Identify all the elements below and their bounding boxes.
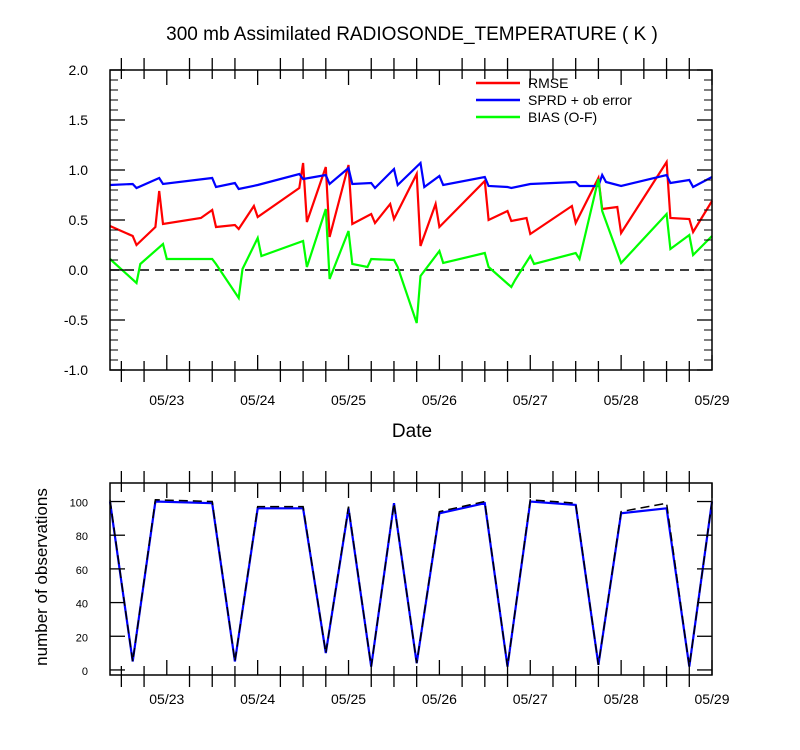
y-tick-label: 2.0 xyxy=(69,62,89,78)
x-tick-label: 05/26 xyxy=(422,392,457,408)
x-tick-label: 05/28 xyxy=(604,691,639,707)
bottom-plot-frame xyxy=(109,482,713,676)
top-x-tick-labels: 05/23 05/24 05/25 05/26 05/27 05/28 05/29 xyxy=(149,392,729,408)
series-line-1 xyxy=(109,160,713,191)
top-tick-marks xyxy=(110,58,713,382)
bottom-y-tick-labels: 0 20 40 60 80 100 xyxy=(70,498,88,678)
top-plot-frame xyxy=(109,69,713,371)
y-tick-label: 0 xyxy=(82,666,88,678)
y-tick-label: 60 xyxy=(76,565,88,577)
chart-title: 300 mb Assimilated RADIOSONDE_TEMPERATUR… xyxy=(166,24,658,45)
x-tick-label: 05/24 xyxy=(240,691,275,707)
series-line-0 xyxy=(109,158,713,247)
x-tick-label: 05/29 xyxy=(694,392,729,408)
x-axis-label: Date xyxy=(392,421,432,442)
bottom-series-group xyxy=(108,498,714,667)
bottom-y-axis-label: number of observations xyxy=(32,488,51,666)
x-tick-label: 05/25 xyxy=(331,392,366,408)
y-tick-label: 20 xyxy=(76,632,88,644)
top-y-tick-labels: 2.0 1.5 1.0 0.5 0.0 -0.5 -1.0 xyxy=(64,62,88,378)
x-tick-label: 05/29 xyxy=(694,691,729,707)
x-tick-label: 05/24 xyxy=(240,392,275,408)
y-tick-label: 0.5 xyxy=(69,212,89,228)
series-line-2 xyxy=(109,178,713,324)
y-tick-label: 1.5 xyxy=(69,112,89,128)
y-tick-label: 100 xyxy=(70,498,88,510)
x-tick-label: 05/23 xyxy=(149,392,184,408)
bottom-x-tick-labels: 05/23 05/24 05/25 05/26 05/27 05/28 05/29 xyxy=(149,691,729,707)
top-panel: 2.01.51.00.50.0-0.5-1.0 05/23 05/24 05/25 0… xyxy=(64,58,730,442)
y-tick-label: 0.0 xyxy=(69,262,89,278)
series-line-0 xyxy=(108,500,714,667)
y-tick-label: -1.0 xyxy=(64,362,88,378)
y-tick-label: 80 xyxy=(76,531,88,543)
x-tick-label: 05/28 xyxy=(604,392,639,408)
legend-label-2: BIAS (O-F) xyxy=(528,109,597,125)
x-tick-label: 05/23 xyxy=(149,691,184,707)
x-tick-label: 05/25 xyxy=(331,691,366,707)
x-tick-label: 05/26 xyxy=(422,691,457,707)
series-line-1 xyxy=(109,498,713,667)
top-series-group xyxy=(109,158,713,324)
y-tick-label: 1.0 xyxy=(69,162,89,178)
legend-label-0: RMSE xyxy=(528,75,568,91)
bottom-tick-marks xyxy=(110,471,713,687)
x-tick-label: 05/27 xyxy=(513,392,548,408)
x-tick-label: 05/27 xyxy=(513,691,548,707)
y-tick-label: -0.5 xyxy=(64,312,88,328)
y-tick-label: 40 xyxy=(76,599,88,611)
legend-label-1: SPRD + ob error xyxy=(528,92,632,108)
